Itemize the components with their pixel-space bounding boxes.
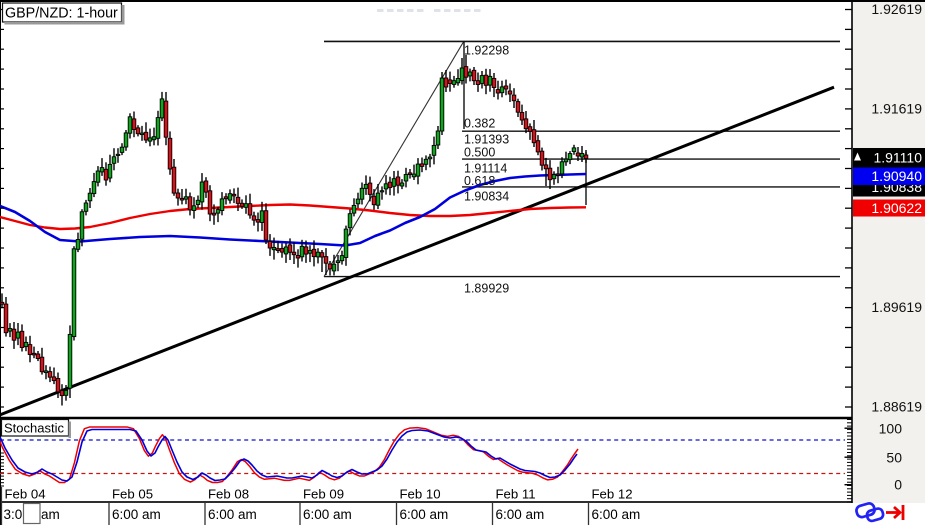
svg-text:1.89929: 1.89929	[464, 282, 509, 296]
svg-text:am: am	[41, 507, 60, 522]
svg-text:6:00 am: 6:00 am	[496, 507, 545, 522]
svg-text:Feb 09: Feb 09	[303, 486, 344, 501]
svg-text:1.90834: 1.90834	[464, 190, 509, 204]
svg-text:Feb 04: Feb 04	[5, 486, 46, 501]
svg-text:0.618: 0.618	[464, 174, 495, 188]
svg-text:GBP/NZD: 1-hour: GBP/NZD: 1-hour	[5, 6, 118, 22]
svg-text:1.92298: 1.92298	[464, 44, 509, 58]
svg-text:6:00 am: 6:00 am	[112, 507, 161, 522]
svg-text:50: 50	[886, 450, 902, 466]
svg-text:1.91393: 1.91393	[464, 133, 509, 147]
svg-text:Stochastic: Stochastic	[4, 421, 64, 436]
svg-text:6:00 am: 6:00 am	[208, 507, 257, 522]
svg-text:100: 100	[879, 421, 903, 437]
svg-text:3:0: 3:0	[4, 507, 23, 522]
svg-text:1.91619: 1.91619	[871, 100, 922, 116]
svg-text:6:00 am: 6:00 am	[400, 507, 449, 522]
svg-text:Feb 11: Feb 11	[496, 486, 536, 501]
svg-text:Feb 10: Feb 10	[400, 486, 441, 501]
svg-text:1.91110: 1.91110	[873, 149, 922, 165]
svg-text:Feb 12: Feb 12	[592, 486, 633, 501]
svg-text:0.500: 0.500	[464, 146, 495, 160]
svg-text:1.90622: 1.90622	[871, 200, 922, 216]
svg-text:Feb 05: Feb 05	[112, 486, 153, 501]
svg-text:1.91114: 1.91114	[464, 162, 507, 176]
svg-text:1.90940: 1.90940	[871, 168, 922, 184]
svg-text:Feb 08: Feb 08	[208, 486, 249, 501]
svg-text:1.89619: 1.89619	[871, 299, 922, 315]
svg-text:0.382: 0.382	[464, 117, 495, 131]
svg-text:6:00 am: 6:00 am	[592, 507, 641, 522]
svg-text:1.92619: 1.92619	[871, 1, 922, 17]
svg-text:6:00 am: 6:00 am	[303, 507, 352, 522]
svg-text:0: 0	[894, 477, 902, 493]
svg-text:1.88619: 1.88619	[871, 399, 922, 415]
